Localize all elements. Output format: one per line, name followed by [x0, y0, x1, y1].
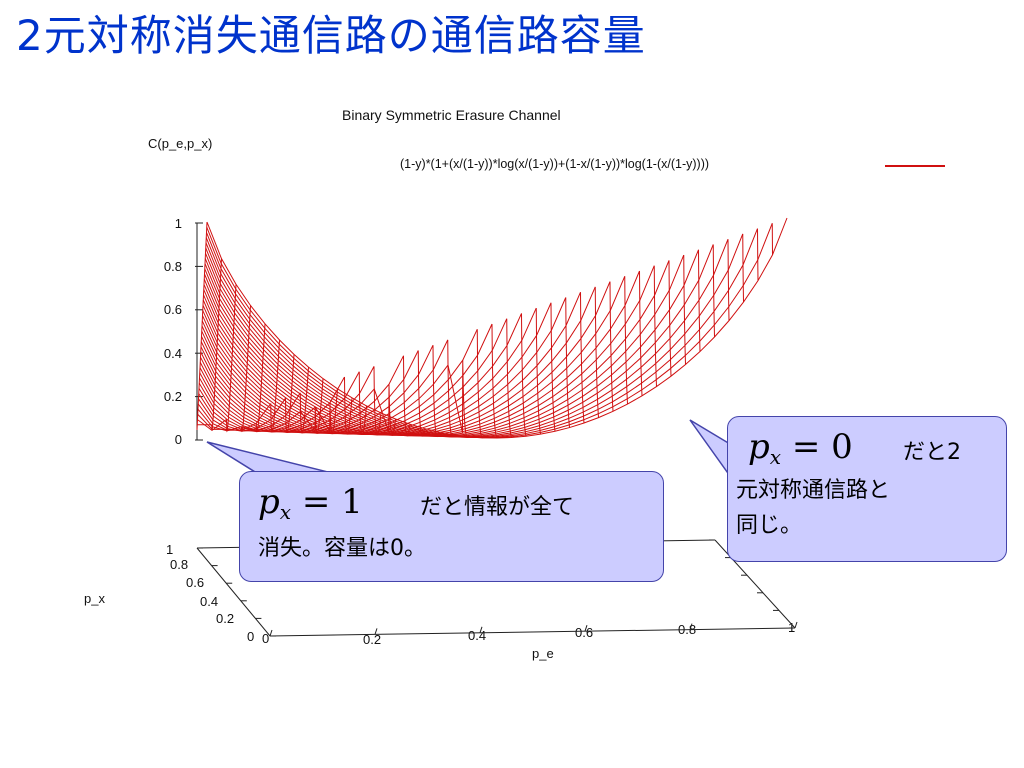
surface-mesh-line: [198, 392, 301, 432]
surface-mesh-line: [255, 323, 266, 433]
surface-mesh-line: [199, 371, 360, 433]
surface-mesh-line: [491, 323, 498, 439]
surface-mesh-line: [417, 350, 425, 437]
callout-text: 同じ。: [736, 513, 803, 538]
chart-title: Binary Symmetric Erasure Channel: [342, 107, 561, 123]
z-tick: 0.6: [163, 302, 182, 317]
surface-mesh-line: [535, 308, 541, 435]
z-tick: 0.8: [163, 259, 182, 274]
y-tick: 0.6: [186, 575, 205, 590]
surface-mesh-line: [199, 362, 390, 433]
surface-mesh-line: [373, 366, 382, 436]
slide-title: 2元対称消失通信路の通信路容量: [16, 11, 646, 60]
surface-mesh-line: [206, 217, 788, 439]
surface-mesh-line: [506, 318, 512, 438]
surface-mesh-line: [299, 367, 309, 434]
z-axis-label: C(p_e,p_x): [148, 136, 213, 151]
surface-mesh-line: [668, 260, 672, 377]
formula-px-1: px = 1: [258, 482, 363, 524]
callout-px-1: px = 1 だと情報が全て 消失。容量は0。: [239, 471, 664, 582]
z-tick: 0.4: [163, 346, 182, 361]
surface-mesh-line: [432, 345, 440, 438]
x-tick: 0: [262, 631, 270, 646]
surface-mesh-line: [388, 384, 396, 436]
surface-mesh-line: [270, 339, 280, 433]
surface-mesh-line: [197, 414, 242, 431]
surface-mesh-line: [727, 239, 730, 321]
surface-mesh-line: [683, 255, 686, 365]
formula-sub: x: [769, 445, 782, 469]
surface-mesh-line: [653, 265, 657, 387]
y-tick: 0: [247, 629, 255, 644]
x-axis-tick: [794, 621, 798, 629]
formula-rhs: = 1: [301, 482, 363, 522]
surface-mesh-line: [757, 228, 759, 281]
x-axis-tick: [269, 629, 273, 637]
surface-mesh-line: [698, 249, 701, 352]
x-axis-tick: [374, 628, 378, 635]
x-axis-label: p_e: [532, 646, 554, 661]
surface-mesh-line: [594, 286, 599, 418]
surface-mesh-line: [462, 360, 469, 438]
formula-var: p: [258, 482, 280, 522]
x-tick: 0.6: [575, 625, 594, 640]
callout-text: だと情報が全て: [420, 495, 575, 520]
surface-mesh-line: [226, 284, 237, 433]
callout-text: だと2: [903, 440, 961, 465]
surface-mesh-line: [211, 258, 222, 431]
surface-mesh-line: [200, 339, 449, 434]
surface-mesh-line: [203, 281, 611, 437]
x-tick: 0.2: [363, 632, 382, 647]
y-axis-line: [196, 547, 271, 637]
surface-mesh-line: [240, 305, 251, 433]
legend-line: [885, 165, 945, 167]
callout-text: 消失。容量は0。: [258, 536, 426, 561]
callout-text: 元対称通信路と: [736, 478, 891, 503]
z-tick: 0.2: [163, 389, 182, 404]
formula-sub: x: [279, 500, 292, 524]
x-axis-tick: [584, 625, 588, 632]
surface-mesh-line: [639, 270, 643, 396]
z-tick: 1: [174, 216, 182, 231]
y-tick: 0.8: [170, 557, 189, 572]
surface-mesh-line: [329, 388, 338, 435]
surface-mesh-line: [314, 378, 324, 434]
formula-px-0: px = 0: [748, 427, 853, 469]
x-axis-tick: [479, 626, 483, 633]
surface-mesh-line: [712, 244, 715, 338]
y-axis-label: p_x: [84, 591, 105, 606]
legend-entry: (1-y)*(1+(x/(1-y))*log(x/(1-y))+(1-x/(1-…: [400, 157, 710, 171]
surface-mesh-line: [285, 354, 295, 433]
y-tick: 1: [166, 542, 174, 557]
x-axis-tick: [689, 623, 693, 630]
y-tick: 0.4: [200, 594, 219, 609]
surface-mesh-line: [358, 371, 367, 436]
surface-mesh-line: [476, 329, 483, 439]
surface-mesh-line: [198, 382, 331, 432]
surface-mesh-line: [565, 297, 570, 428]
surface-mesh-line: [609, 281, 614, 412]
x-tick: 0.4: [468, 628, 487, 643]
surface-mesh-line: [550, 302, 556, 432]
surface-mesh-line: [447, 339, 454, 438]
surface-mesh-line: [344, 376, 353, 435]
surface-mesh-line: [200, 350, 419, 434]
formula-var: p: [748, 427, 770, 467]
surface-mesh-line: [196, 221, 208, 431]
surface-mesh-line: [580, 292, 585, 424]
callout-px-0: px = 0 だと2 元対称通信路と 同じ。: [727, 416, 1007, 562]
x-axis-line: [269, 627, 796, 637]
surface-mesh-line: [742, 233, 744, 303]
z-tick: 0: [174, 432, 182, 447]
surface-mesh-line: [521, 313, 527, 437]
surface-mesh-line: [205, 244, 714, 438]
surface-mesh-line: [624, 276, 628, 405]
y-tick: 0.2: [216, 611, 235, 626]
surface-mesh-line: [403, 355, 411, 437]
formula-rhs: = 0: [791, 427, 853, 467]
surface-mesh-line: [203, 276, 626, 437]
